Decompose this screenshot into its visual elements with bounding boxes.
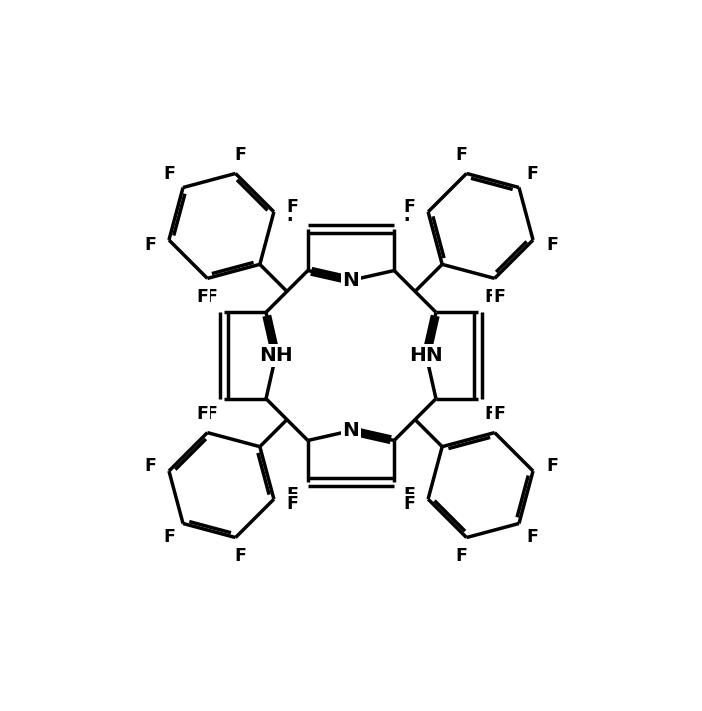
Text: F: F	[144, 457, 156, 475]
Text: F: F	[234, 547, 246, 565]
Text: F: F	[484, 405, 496, 423]
Text: F: F	[197, 405, 208, 423]
Text: N: N	[343, 421, 359, 440]
Text: F: F	[287, 495, 298, 513]
Text: F: F	[526, 165, 538, 183]
Text: F: F	[456, 146, 468, 164]
Text: HN: HN	[409, 346, 443, 365]
Text: F: F	[234, 146, 246, 164]
Text: F: F	[404, 207, 416, 225]
Text: F: F	[144, 236, 156, 254]
Text: F: F	[494, 288, 505, 306]
Text: F: F	[546, 236, 558, 254]
Text: N: N	[343, 271, 359, 290]
Text: F: F	[456, 547, 468, 565]
Text: F: F	[546, 457, 558, 475]
Text: F: F	[404, 198, 415, 216]
Text: F: F	[164, 165, 176, 183]
Text: F: F	[404, 486, 416, 504]
Text: F: F	[164, 528, 176, 546]
Text: F: F	[404, 495, 415, 513]
Text: F: F	[494, 405, 505, 423]
Text: F: F	[206, 405, 218, 423]
Text: F: F	[197, 288, 208, 306]
Text: F: F	[287, 198, 298, 216]
Text: F: F	[526, 528, 538, 546]
Text: F: F	[484, 288, 496, 306]
Text: F: F	[286, 486, 298, 504]
Text: F: F	[206, 288, 218, 306]
Text: NH: NH	[259, 346, 293, 365]
Text: F: F	[286, 207, 298, 225]
